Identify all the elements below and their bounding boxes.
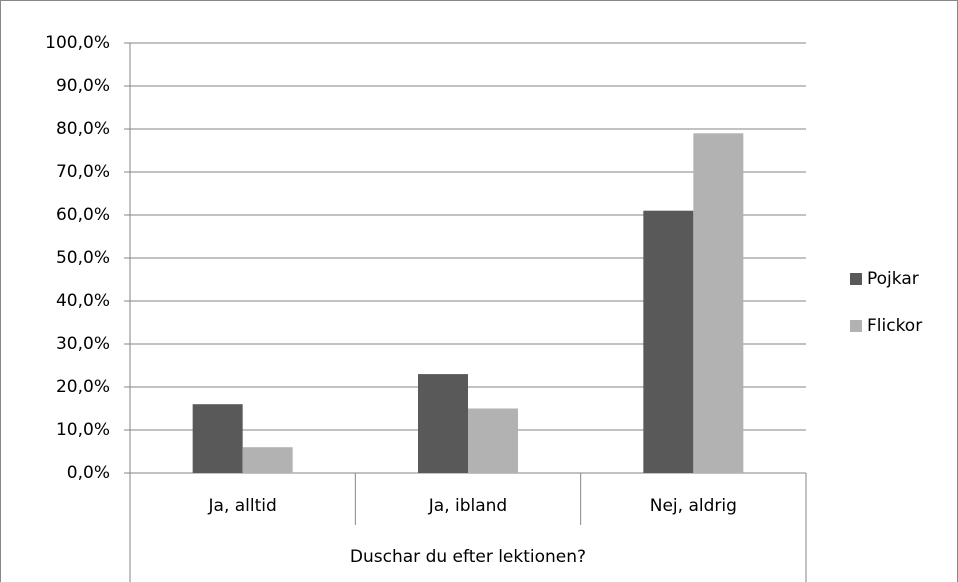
legend-swatch [850, 320, 862, 332]
y-tick-label: 20,0% [56, 377, 110, 397]
y-tick-label: 60,0% [56, 205, 110, 225]
bar [192, 404, 243, 473]
x-axis-label: Duschar du efter lektionen? [350, 547, 586, 567]
x-tick-label: Ja, ibland [428, 496, 507, 516]
y-tick-label: 50,0% [56, 248, 110, 268]
y-tick-label: 10,0% [56, 420, 110, 440]
y-tick-label: 100,0% [45, 33, 110, 53]
y-tick-label: 80,0% [56, 119, 110, 139]
legend-label: Flickor [867, 316, 922, 336]
x-tick-label: Ja, alltid [208, 496, 277, 516]
bar [418, 374, 468, 473]
y-tick-label: 70,0% [56, 162, 110, 182]
y-tick-label: 30,0% [56, 334, 110, 354]
bar [468, 408, 518, 473]
x-tick-label: Nej, aldrig [650, 496, 737, 516]
bar [242, 447, 293, 473]
bar [643, 210, 694, 473]
legend-label: Pojkar [867, 269, 919, 289]
y-tick-label: 90,0% [56, 76, 110, 96]
y-tick-label: 40,0% [56, 291, 110, 311]
y-tick-label: 0,0% [67, 463, 110, 483]
bar [693, 133, 744, 474]
legend-swatch [850, 273, 862, 285]
